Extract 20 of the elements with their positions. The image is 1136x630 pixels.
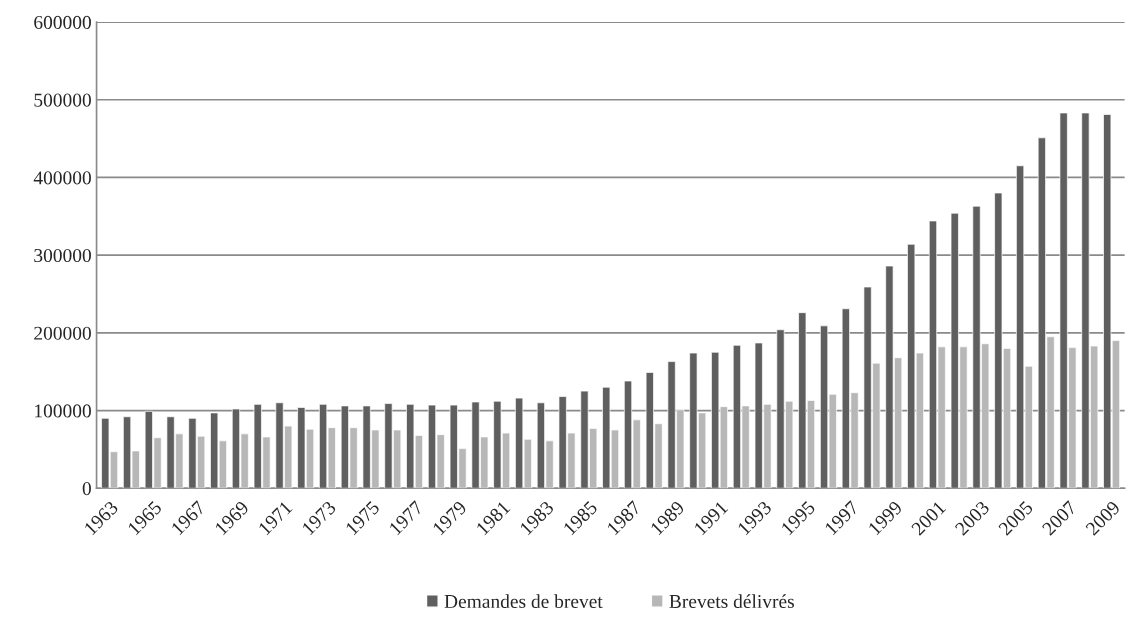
y-tick-label: 600000 [34, 15, 91, 29]
x-tick-label: 1971 [258, 500, 293, 536]
y-tick-label: 100000 [35, 404, 91, 418]
y-tick-label: 200000 [34, 326, 91, 340]
x-tick-label: 1979 [432, 500, 468, 536]
y-tick-label: 300000 [34, 248, 91, 263]
x-tick-label: 1989 [650, 500, 686, 536]
y-tick-label: 0 [82, 482, 91, 496]
x-tick-label: 1963 [83, 500, 119, 536]
x-tick-label: 1983 [519, 500, 555, 536]
x-tick-label: 1973 [301, 500, 337, 536]
legend-label: Brevets délivrés [669, 594, 794, 609]
y-tick-label: 500000 [34, 93, 91, 107]
x-tick-label: 1993 [737, 500, 773, 536]
x-tick-label: 1981 [475, 500, 511, 536]
y-tick-label: 400000 [33, 171, 91, 185]
x-tick-label: 1969 [214, 500, 250, 536]
x-tick-label: 1991 [693, 500, 729, 536]
legend-label: Demandes de brevet [444, 594, 603, 609]
x-tick-label: 1999 [867, 500, 903, 536]
